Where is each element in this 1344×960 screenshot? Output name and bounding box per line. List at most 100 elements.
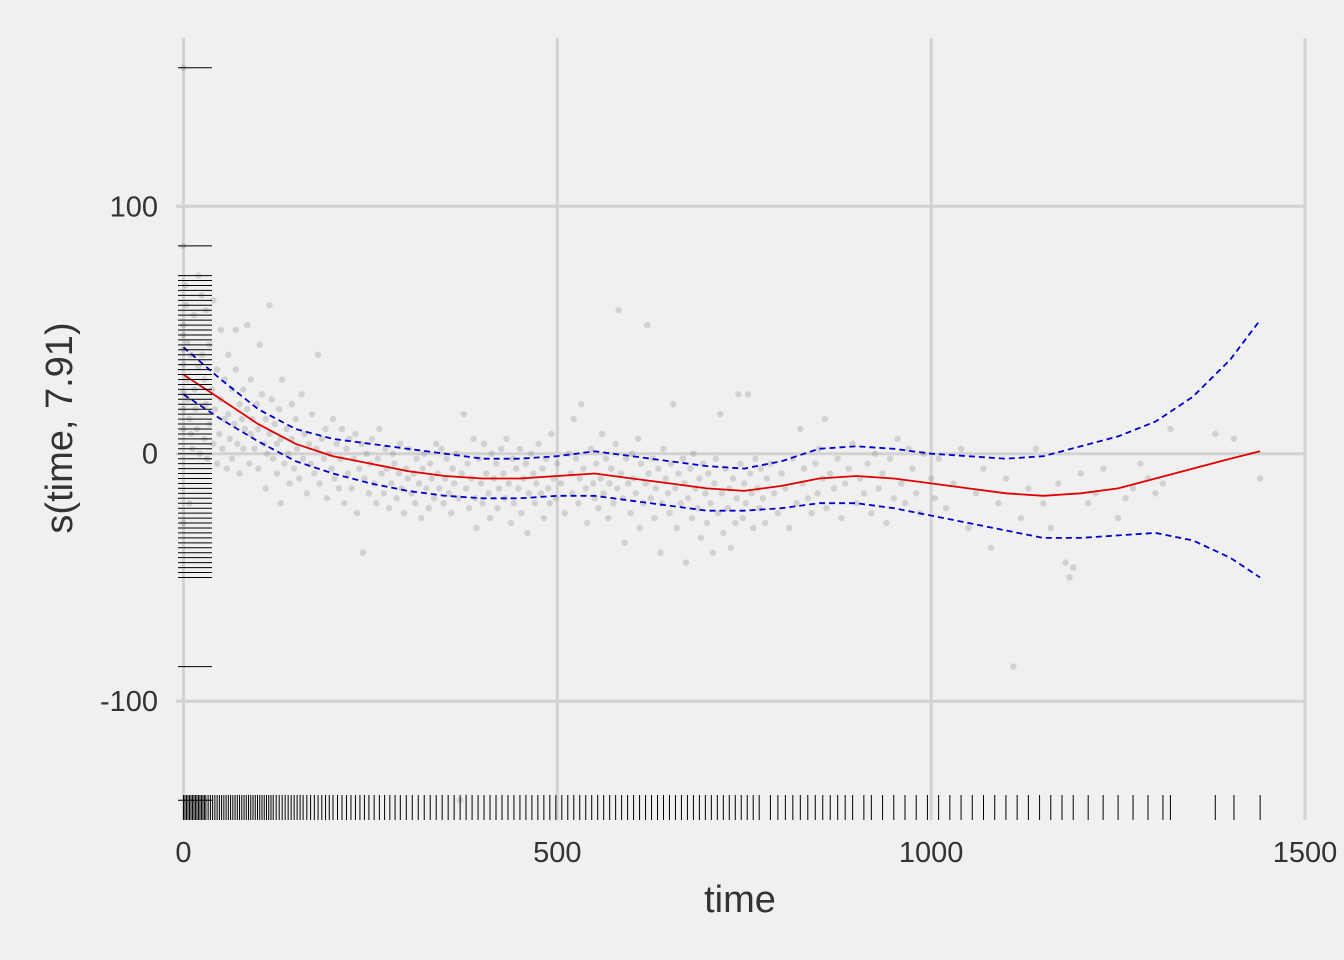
data-point-148 [385, 504, 393, 512]
data-point-240 [561, 509, 568, 517]
data-point-68 [247, 430, 254, 438]
data-point-382 [886, 455, 894, 462]
x-axis-title: time [704, 879, 776, 921]
y-tick-label-0: -100 [100, 686, 158, 718]
data-point-369 [838, 514, 845, 522]
data-point-189 [462, 485, 470, 492]
data-point-391 [920, 450, 927, 457]
data-point-230 [539, 465, 546, 472]
tick-labels: 0 500 1000 1500 -100 0 100 [100, 191, 1337, 869]
data-point-95 [288, 401, 296, 408]
data-point-347 [767, 460, 774, 467]
data-point-268 [617, 470, 625, 477]
y-rug [178, 67, 212, 801]
data-point-215 [510, 500, 518, 507]
upper-ci-line [182, 319, 1261, 470]
data-point-400 [980, 465, 987, 472]
data-point-131 [353, 509, 361, 517]
data-point-126 [344, 470, 352, 477]
data-point-379 [875, 485, 883, 492]
data-point-205 [492, 460, 500, 467]
data-point-423 [1152, 490, 1159, 497]
data-point-165 [418, 514, 425, 522]
data-point-358 [804, 495, 811, 502]
data-point-335 [742, 500, 749, 507]
data-point-372 [849, 440, 856, 448]
data-point-394 [935, 455, 942, 462]
data-point-172 [430, 495, 438, 502]
data-point-258 [598, 430, 606, 438]
data-point-235 [548, 430, 555, 438]
data-point-209 [500, 470, 507, 477]
data-point-143 [376, 425, 383, 433]
data-point-72 [255, 465, 262, 472]
data-point-296 [670, 401, 677, 408]
data-point-84 [271, 420, 278, 428]
data-point-282 [643, 321, 651, 329]
data-point-128 [348, 485, 355, 492]
data-point-41 [213, 460, 221, 467]
data-point-163 [413, 455, 420, 462]
data-point-75 [258, 391, 266, 398]
data-point-339 [750, 524, 757, 532]
data-point-97 [290, 465, 298, 472]
data-point-274 [628, 450, 636, 457]
data-point-62 [240, 445, 247, 452]
data-point-223 [525, 490, 533, 497]
data-point-289 [657, 549, 664, 556]
data-point-187 [458, 470, 465, 477]
data-point-61 [240, 386, 247, 393]
data-point-406 [1025, 485, 1032, 492]
data-point-385 [898, 480, 905, 487]
data-point-251 [584, 519, 591, 527]
data-point-173 [432, 440, 440, 448]
data-point-304 [684, 495, 692, 502]
data-point-64 [243, 321, 251, 329]
data-point-355 [797, 425, 804, 433]
data-point-225 [530, 470, 537, 477]
data-point-152 [393, 495, 400, 502]
data-point-259 [600, 490, 607, 497]
data-point-118 [329, 415, 337, 423]
data-point-273 [627, 509, 634, 517]
data-point-377 [868, 509, 875, 517]
data-point-63 [241, 425, 248, 433]
data-point-228 [535, 440, 542, 448]
data-point-272 [625, 480, 632, 487]
data-point-162 [412, 500, 419, 507]
data-point-248 [578, 401, 585, 408]
data-point-360 [812, 460, 819, 467]
data-point-48 [223, 465, 231, 472]
data-point-198 [479, 500, 486, 507]
data-point-112 [318, 435, 325, 443]
data-point-336 [744, 391, 752, 398]
data-point-88 [277, 500, 284, 507]
data-point-327 [727, 544, 734, 551]
data-point-164 [415, 480, 423, 487]
data-point-404 [1010, 663, 1017, 670]
lower-ci-line [183, 393, 1261, 579]
data-point-292 [662, 475, 669, 482]
data-point-110 [314, 351, 322, 358]
data-point-278 [636, 524, 643, 532]
data-point-98 [292, 415, 299, 423]
data-point-402 [995, 500, 1002, 507]
data-point-65 [243, 406, 251, 413]
data-point-351 [782, 485, 789, 492]
data-point-398 [965, 524, 972, 532]
data-point-319 [712, 455, 720, 462]
data-point-267 [615, 307, 622, 314]
data-point-218 [516, 445, 524, 452]
data-point-179 [443, 455, 450, 462]
data-point-303 [682, 559, 690, 566]
data-point-256 [595, 504, 602, 512]
data-point-306 [688, 514, 696, 522]
data-point-428 [1256, 475, 1264, 482]
data-point-166 [419, 465, 426, 472]
data-point-90 [278, 376, 286, 383]
data-point-338 [748, 490, 755, 497]
data-point-83 [269, 455, 277, 462]
smooth-fit-line [183, 373, 1261, 497]
data-point-123 [338, 425, 346, 433]
data-point-264 [610, 500, 617, 507]
